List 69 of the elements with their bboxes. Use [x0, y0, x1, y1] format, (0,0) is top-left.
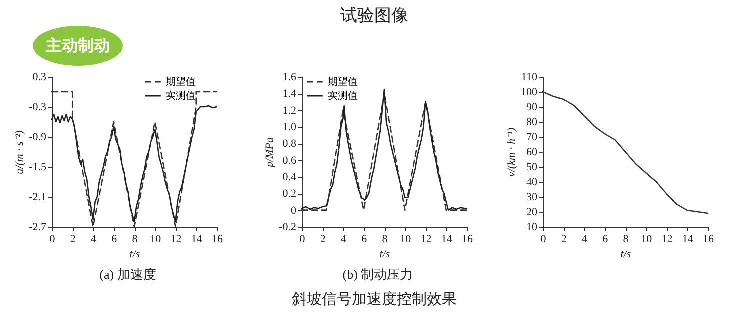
y-tick-label: 100 — [521, 86, 538, 98]
x-tick-label: 12 — [420, 234, 432, 246]
x-tick-label: 8 — [132, 234, 138, 246]
y-tick-label: 30 — [526, 192, 538, 204]
y-tick-label: 1.2 — [282, 104, 296, 117]
y-tick-label: 80 — [526, 116, 538, 128]
y-tick-label: 1.4 — [282, 88, 297, 100]
x-tick-label: 6 — [602, 234, 609, 246]
x-tick-label: 4 — [341, 234, 347, 246]
x-axis-title: t/s — [620, 248, 632, 260]
y-tick-label: 1.0 — [282, 122, 297, 134]
x-tick-label: 14 — [682, 234, 694, 246]
legend-label: 期望值 — [166, 76, 196, 88]
text: 主动制动 — [33, 26, 123, 66]
legend-label: 期望值 — [328, 76, 358, 88]
y-axis-title: p/MPa — [264, 137, 276, 168]
x-tick-label: 0 — [50, 234, 56, 246]
y-tick-label: -2.1 — [29, 192, 46, 204]
y-tick-label: 70 — [526, 132, 538, 144]
legend-label: 实测值 — [328, 90, 358, 102]
x-tick-label: 16 — [212, 234, 224, 246]
y-tick-label: 110 — [521, 72, 538, 84]
x-axis-title: t/s — [130, 248, 140, 260]
text: (b) 制动压力 — [342, 266, 414, 284]
y-tick-label: -0.3 — [29, 102, 47, 114]
x-tick-label: 10 — [641, 234, 653, 246]
y-tick-label: 10 — [526, 222, 538, 234]
y-tick-label: -0.2 — [279, 222, 296, 234]
y-tick-label: 0.6 — [282, 154, 297, 167]
x-tick-label: 10 — [150, 234, 162, 246]
x-tick-label: 16 — [703, 234, 714, 246]
y-tick-label: 0.3 — [32, 72, 47, 84]
x-tick-label: 8 — [382, 234, 388, 246]
y-tick-label: -0.9 — [29, 132, 47, 144]
y-tick-label: 20 — [526, 206, 538, 218]
text: 斜坡信号加速度控制效果 — [291, 290, 458, 309]
x-tick-label: 16 — [462, 234, 474, 246]
x-tick-label: 12 — [662, 234, 673, 246]
x-tick-label: 4 — [582, 234, 588, 246]
x-tick-label: 14 — [191, 234, 203, 246]
y-tick-label: 0.8 — [282, 138, 297, 150]
y-tick-label: 50 — [526, 162, 538, 174]
x-tick-label: 2 — [320, 234, 326, 246]
x-tick-label: 8 — [623, 234, 630, 246]
y-tick-label: 0.2 — [282, 188, 296, 200]
legend-label: 实测值 — [166, 90, 196, 102]
y-tick-label: -1.5 — [29, 162, 47, 174]
x-tick-label: 14 — [441, 234, 453, 246]
y-tick-label: -2.7 — [29, 222, 47, 234]
text: (a) 加速度 — [98, 266, 158, 284]
x-tick-label: 10 — [400, 234, 412, 246]
x-axis-title: t/s — [380, 248, 390, 260]
x-tick-label: 4 — [91, 234, 97, 246]
x-tick-label: 2 — [70, 234, 76, 246]
y-tick-label: 90 — [526, 102, 538, 114]
y-tick-label: 0 — [291, 204, 297, 217]
chart-title: 试验图像 — [340, 5, 410, 27]
x-tick-label: 6 — [362, 234, 368, 246]
x-tick-label: 0 — [300, 234, 306, 246]
x-tick-label: 0 — [540, 234, 547, 246]
y-axis-title: v/(km · h⁻¹) — [506, 128, 518, 178]
x-tick-label: 12 — [170, 234, 182, 246]
y-tick-label: 40 — [526, 176, 538, 188]
y-tick-label: 0.4 — [282, 172, 297, 184]
x-tick-label: 2 — [561, 234, 567, 246]
y-axis-title: a/(m · s⁻²) — [14, 130, 26, 174]
x-tick-label: 6 — [112, 234, 118, 246]
y-tick-label: 1.6 — [282, 72, 297, 84]
y-tick-label: 60 — [526, 146, 538, 158]
